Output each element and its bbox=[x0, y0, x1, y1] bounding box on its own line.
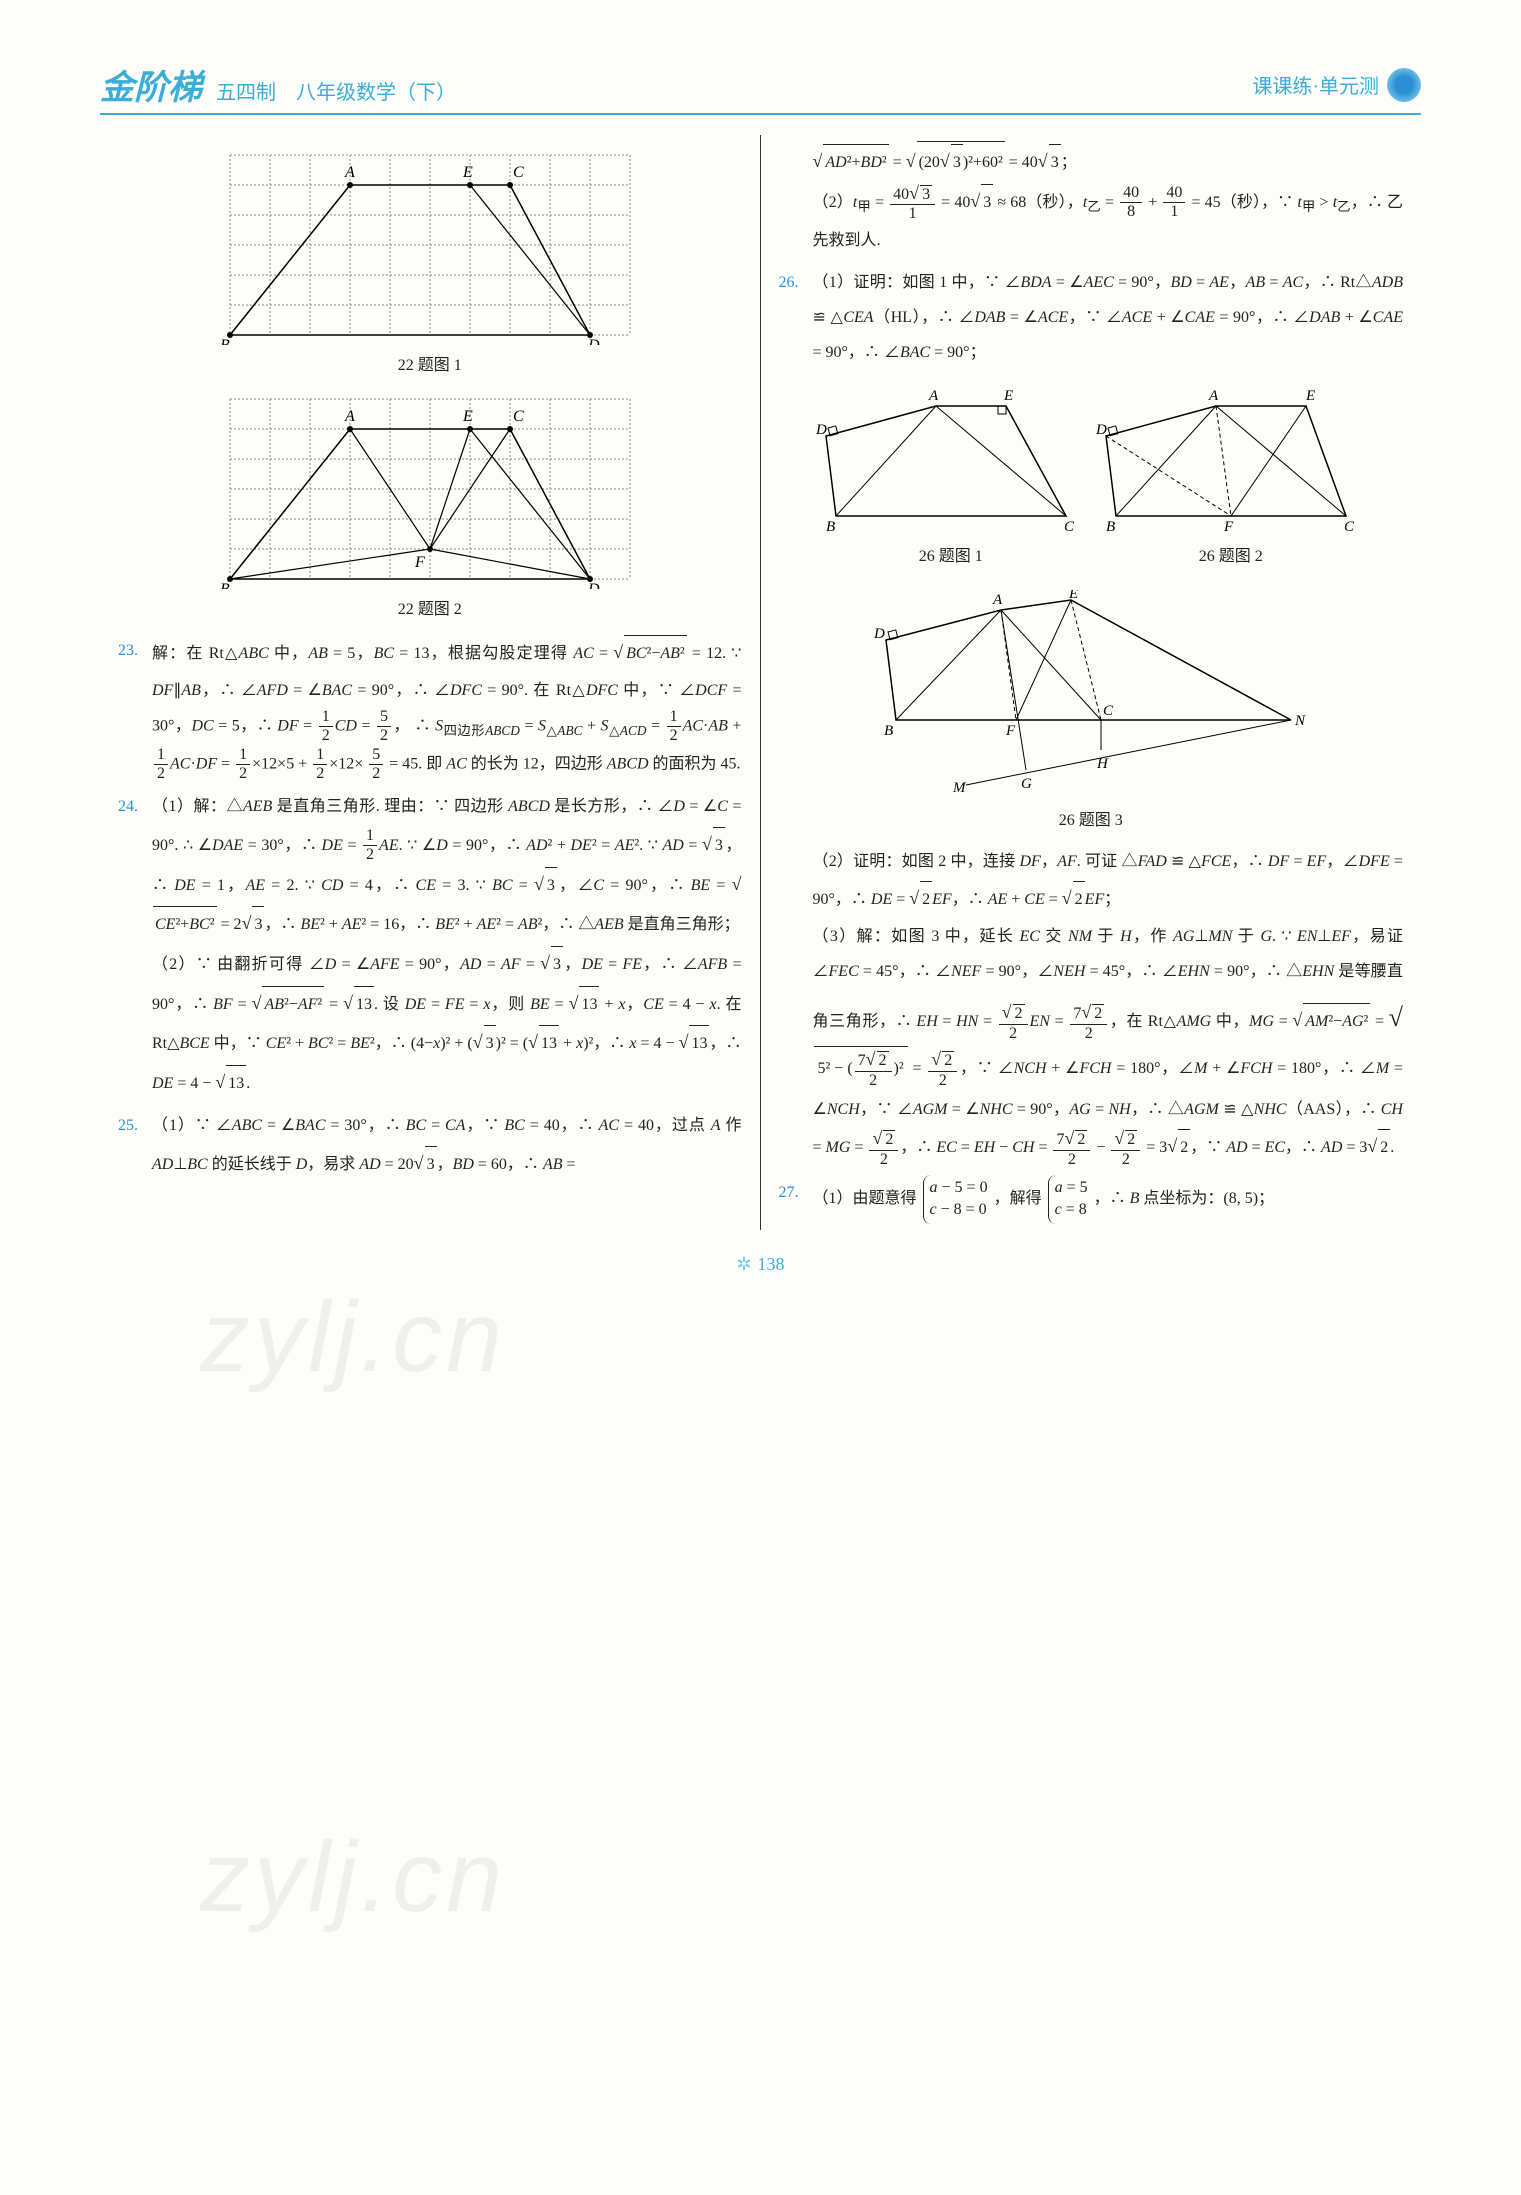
body-26-1: （1）证明：如图 1 中，∵ ∠BDA = ∠AEC = 90°，BD = AE… bbox=[813, 265, 1404, 371]
label-C2: C bbox=[513, 408, 524, 425]
label-A2: A bbox=[344, 408, 355, 425]
l26-1-E: E bbox=[1003, 388, 1013, 404]
caption-22-2: 22 题图 2 bbox=[118, 595, 742, 619]
label-B2: B bbox=[220, 581, 230, 589]
figure-22-1: A E C B D bbox=[118, 145, 742, 345]
body-24: （1）解：△AEB 是直角三角形. 理由：∵ 四边形 ABCD 是长方形，∴ ∠… bbox=[152, 789, 742, 1102]
l26-3-N: N bbox=[1294, 713, 1306, 729]
right-column: √AD²+BD² = √(20√3)²+60² = 40√3； （2）t甲 = … bbox=[761, 135, 1422, 1230]
problem-25-cont: √AD²+BD² = √(20√3)²+60² = 40√3； （2）t甲 = … bbox=[779, 141, 1404, 259]
problem-25: 25. （1）∵ ∠ABC = ∠BAC = 30°，∴ BC = CA，∵ B… bbox=[118, 1108, 742, 1183]
l26-1-D: D bbox=[816, 422, 827, 438]
page-number: 138 bbox=[100, 1254, 1421, 1275]
watermark-1: zylj.cn bbox=[200, 1280, 506, 1395]
l26-1-B: B bbox=[826, 519, 835, 535]
l26-3-A: A bbox=[992, 592, 1003, 608]
label-F2: F bbox=[414, 554, 425, 571]
problem-26-2: （2）证明：如图 2 中，连接 DF，AF. 可证 △FAD ≌ △FCE，∴ … bbox=[779, 844, 1404, 1169]
problem-23: 23. 解：在 Rt△ABC 中，AB = 5，BC = 13，根据勾股定理得 … bbox=[118, 633, 742, 783]
l26-3-M: M bbox=[952, 780, 967, 796]
logo-text: 金阶梯 bbox=[100, 60, 202, 109]
l26-3-F: F bbox=[1005, 723, 1016, 739]
l26-2-D: D bbox=[1096, 422, 1107, 438]
l26-2-B: B bbox=[1106, 519, 1115, 535]
label-C: C bbox=[513, 164, 524, 181]
caption-26-3: 26 题图 3 bbox=[779, 806, 1404, 830]
label-A: A bbox=[344, 164, 355, 181]
l26-3-E: E bbox=[1068, 590, 1078, 602]
label-E2: E bbox=[462, 408, 473, 425]
body-27: （1）由题意得 a − 5 = 0c − 8 = 0，解得 a = 5c = 8… bbox=[813, 1175, 1404, 1224]
two-column-layout: A E C B D 22 题图 1 bbox=[100, 135, 1421, 1230]
label-D2: D bbox=[587, 581, 600, 589]
figure-row-26: D A E B C 26 题图 1 bbox=[779, 376, 1404, 580]
body-25: （1）∵ ∠ABC = ∠BAC = 30°，∴ BC = CA，∵ BC = … bbox=[152, 1108, 742, 1183]
label-B: B bbox=[220, 337, 230, 345]
problem-24: 24. （1）解：△AEB 是直角三角形. 理由：∵ 四边形 ABCD 是长方形… bbox=[118, 789, 742, 1102]
l26-2-C: C bbox=[1344, 519, 1355, 535]
l26-3-D: D bbox=[873, 626, 885, 642]
body-25-cont: √AD²+BD² = √(20√3)²+60² = 40√3； （2）t甲 = … bbox=[813, 141, 1404, 259]
num-23: 23. bbox=[118, 633, 152, 783]
caption-22-1: 22 题图 1 bbox=[118, 351, 742, 375]
problem-27: 27. （1）由题意得 a − 5 = 0c − 8 = 0，解得 a = 5c… bbox=[779, 1175, 1404, 1224]
figure-26-1: D A E B C bbox=[816, 386, 1086, 536]
l26-3-G: G bbox=[1021, 776, 1032, 792]
num-26: 26. bbox=[779, 265, 813, 371]
body-23: 解：在 Rt△ABC 中，AB = 5，BC = 13，根据勾股定理得 AC =… bbox=[152, 633, 742, 783]
l26-1-A: A bbox=[928, 388, 939, 404]
num-24: 24. bbox=[118, 789, 152, 1102]
left-column: A E C B D 22 题图 1 bbox=[100, 135, 761, 1230]
header-right: 课课练·单元测 bbox=[1252, 68, 1421, 102]
flower-icon bbox=[1387, 68, 1421, 102]
figure-22-2: A E C B D F bbox=[118, 389, 742, 589]
caption-26-2: 26 题图 2 bbox=[1096, 542, 1366, 566]
caption-26-1: 26 题图 1 bbox=[816, 542, 1086, 566]
l26-2-E: E bbox=[1305, 388, 1315, 404]
num-25: 25. bbox=[118, 1108, 152, 1183]
watermark-2: zylj.cn bbox=[200, 1820, 506, 1935]
label-D: D bbox=[587, 337, 600, 345]
header-subtitle: 五四制 八年级数学（下） bbox=[216, 76, 456, 105]
num-27: 27. bbox=[779, 1175, 813, 1224]
l26-3-B: B bbox=[884, 723, 893, 739]
l26-3-C: C bbox=[1103, 703, 1114, 719]
figure-26-2: D A E B C F bbox=[1096, 386, 1366, 536]
header-right-text: 课课练·单元测 bbox=[1252, 70, 1379, 99]
problem-26-1: 26. （1）证明：如图 1 中，∵ ∠BDA = ∠AEC = 90°，BD … bbox=[779, 265, 1404, 371]
body-26-2: （2）证明：如图 2 中，连接 DF，AF. 可证 △FAD ≌ △FCE，∴ … bbox=[813, 844, 1404, 1169]
header-left: 金阶梯 五四制 八年级数学（下） bbox=[100, 60, 456, 109]
label-E: E bbox=[462, 164, 473, 181]
l26-1-C: C bbox=[1064, 519, 1075, 535]
figure-26-3: D A E B C F N M G H bbox=[779, 590, 1404, 800]
l26-3-H: H bbox=[1096, 756, 1109, 772]
page-header: 金阶梯 五四制 八年级数学（下） 课课练·单元测 bbox=[100, 60, 1421, 115]
l26-2-F: F bbox=[1223, 519, 1234, 535]
l26-2-A: A bbox=[1208, 388, 1219, 404]
